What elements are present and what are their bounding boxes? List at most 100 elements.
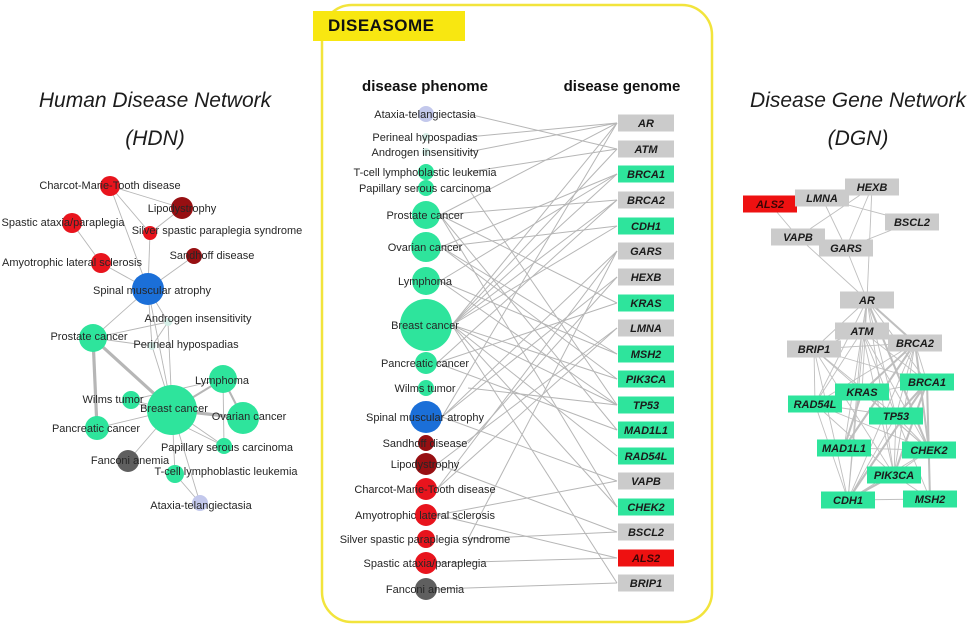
hdn-nodes [62, 176, 259, 511]
genome-box-lmna [618, 319, 674, 337]
phenome-labels: Ataxia-telangiectasia Perineal hypospadia… [340, 109, 511, 596]
phenome-label-t-cell-lymphoblastic-leukemia: T-cell lymphoblastic leukemia [353, 167, 497, 179]
phenome-label-breast-cancer: Breast cancer [391, 320, 459, 332]
dgn-label-hexb: HEXB [857, 182, 888, 194]
dgn-edge [797, 236, 868, 301]
phenome-node-sandhoff-disease [418, 435, 434, 451]
genome-box-kras [618, 294, 674, 312]
dgn-edge [813, 348, 849, 501]
hdn-label-pancreatic-cancer: Pancreatic cancer [52, 423, 140, 435]
association-edge [441, 416, 618, 482]
dgn-edge [814, 330, 863, 405]
genome-box-vapb [618, 472, 674, 490]
dgn-boxes: ALS2 LMNA HEXB BSCL2 VAPB GARS AR ATM BRCA2 BRIP1… [743, 178, 957, 509]
dgn-box-atm [835, 322, 889, 340]
hdn-label-fanconi-anemia: Fanconi anemia [91, 455, 170, 467]
dgn-label-brca2: BRCA2 [896, 338, 934, 350]
association-edge [451, 324, 618, 406]
dgn-label-bscl2: BSCL2 [894, 217, 930, 229]
hdn-node-silver-spastic-paraplegia-syndrome [143, 226, 157, 240]
association-edge [467, 122, 618, 138]
hdn-label-t-cell-lymphoblastic-leukemia: T-cell lymphoblastic leukemia [154, 466, 298, 478]
genome-label-ar: AR [637, 118, 654, 130]
hdn-node-lymphoma [209, 365, 237, 393]
phenome-node-lymphoma [412, 267, 440, 295]
association-edge [451, 122, 618, 326]
phenome-node-lipodystrophy [415, 453, 437, 475]
genome-label-kras: KRAS [630, 298, 662, 310]
phenome-label-wilms-tumor: Wilms tumor [394, 383, 455, 395]
phenome-label-papillary-serous-carcinoma: Papillary serous carcinoma [359, 183, 492, 195]
dgn-label-brip1: BRIP1 [798, 344, 830, 356]
phenome-node-ovarian-cancer [411, 232, 441, 262]
hdn-label-ataxia-telangiectasia: Ataxia-telangiectasia [150, 500, 252, 512]
hdn-label-papillary-serous-carcinoma: Papillary serous carcinoma [161, 442, 294, 454]
dgn-box-bscl2 [885, 213, 939, 231]
genome-box-msh2 [618, 345, 674, 363]
association-edge [439, 280, 618, 355]
association-edge [439, 122, 618, 216]
genome-label-brca2: BRCA2 [627, 195, 665, 207]
genome-label-chek2: CHEK2 [627, 502, 664, 514]
hdn-label-wilms-tumor: Wilms tumor [82, 394, 143, 406]
association-edge [436, 302, 618, 364]
dgn-box-brca1 [900, 373, 954, 391]
dgn-edge [847, 330, 863, 501]
association-edge [467, 122, 618, 153]
dgn-box-mad1l1 [817, 439, 871, 457]
phenome-node-charcot-marie-tooth-disease [415, 478, 437, 500]
hdn-edge [109, 185, 151, 234]
hdn-node-pancreatic-cancer [85, 416, 109, 440]
phenome-nodes [400, 106, 452, 600]
genome-box-brca2 [618, 191, 674, 209]
dgn-edge [814, 342, 916, 405]
hdn-title: Human Disease Network [38, 89, 272, 112]
phenome-label-prostate-cancer: Prostate cancer [386, 210, 463, 222]
genome-label-cdh1: CDH1 [631, 221, 661, 233]
dgn-label-brca1: BRCA1 [908, 377, 946, 389]
dgn-edge [813, 348, 897, 417]
genome-label-lmna: LMNA [630, 323, 662, 335]
dgn-edge [926, 381, 930, 451]
hdn-label-amyotrophic-lateral-sclerosis: Amyotrophic lateral sclerosis [2, 257, 142, 269]
association-edge [436, 199, 618, 364]
hdn-label-spinal-muscular-atrophy: Spinal muscular atrophy [93, 285, 212, 297]
genome-label-vapb: VAPB [631, 476, 661, 488]
association-edge [467, 387, 618, 406]
association-edge [467, 531, 618, 540]
dgn-box-vapb [771, 228, 825, 246]
genome-label-als2: ALS2 [631, 553, 660, 565]
genome-box-cdh1 [618, 217, 674, 235]
phenome-node-ataxia-telangiectasia [418, 106, 434, 122]
phenome-label-charcot-marie-tooth-disease: Charcot-Marie-Tooth disease [354, 484, 495, 496]
dgn-title: Disease Gene Network [750, 89, 966, 112]
hdn-node-perineal-hypospadias [148, 342, 156, 350]
hdn-node-sandhoff-disease [186, 248, 202, 264]
association-edge [441, 122, 618, 418]
genome-boxes: AR ATM BRCA1 BRCA2 CDH1 GARS HEXB KRAS LMNA MSH2 P… [618, 114, 674, 592]
association-edge [439, 214, 618, 431]
genome-label-brca1: BRCA1 [627, 169, 665, 181]
association-edge [441, 276, 618, 418]
phenome-node-breast-cancer [400, 299, 452, 351]
hdn-node-t-cell-lymphoblastic-leukemia [166, 465, 184, 483]
hdn-node-lipodystrophy [171, 197, 193, 219]
association-edge [436, 480, 618, 516]
association-edge [467, 187, 618, 406]
phenome-node-papillary-serous-carcinoma [418, 180, 434, 196]
hdn-edge [109, 185, 183, 209]
hdn-label-prostate-cancer: Prostate cancer [50, 331, 127, 343]
genome-box-ar [618, 114, 674, 132]
phenome-label-fanconi-anemia: Fanconi anemia [386, 584, 465, 596]
dgn-edge [845, 247, 868, 301]
association-edge [467, 250, 618, 540]
hdn-label-lipodystrophy: Lipodystrophy [148, 203, 217, 215]
dgn-label-msh2: MSH2 [915, 494, 946, 506]
genome-box-hexb [618, 268, 674, 286]
association-edge [451, 324, 618, 584]
hdn-label-charcot-marie-tooth-disease: Charcot-Marie-Tooth disease [39, 180, 180, 192]
dgn-label-tp53: TP53 [883, 411, 909, 423]
dgn-box-kras [835, 383, 889, 401]
dgn-box-brip1 [787, 340, 841, 358]
